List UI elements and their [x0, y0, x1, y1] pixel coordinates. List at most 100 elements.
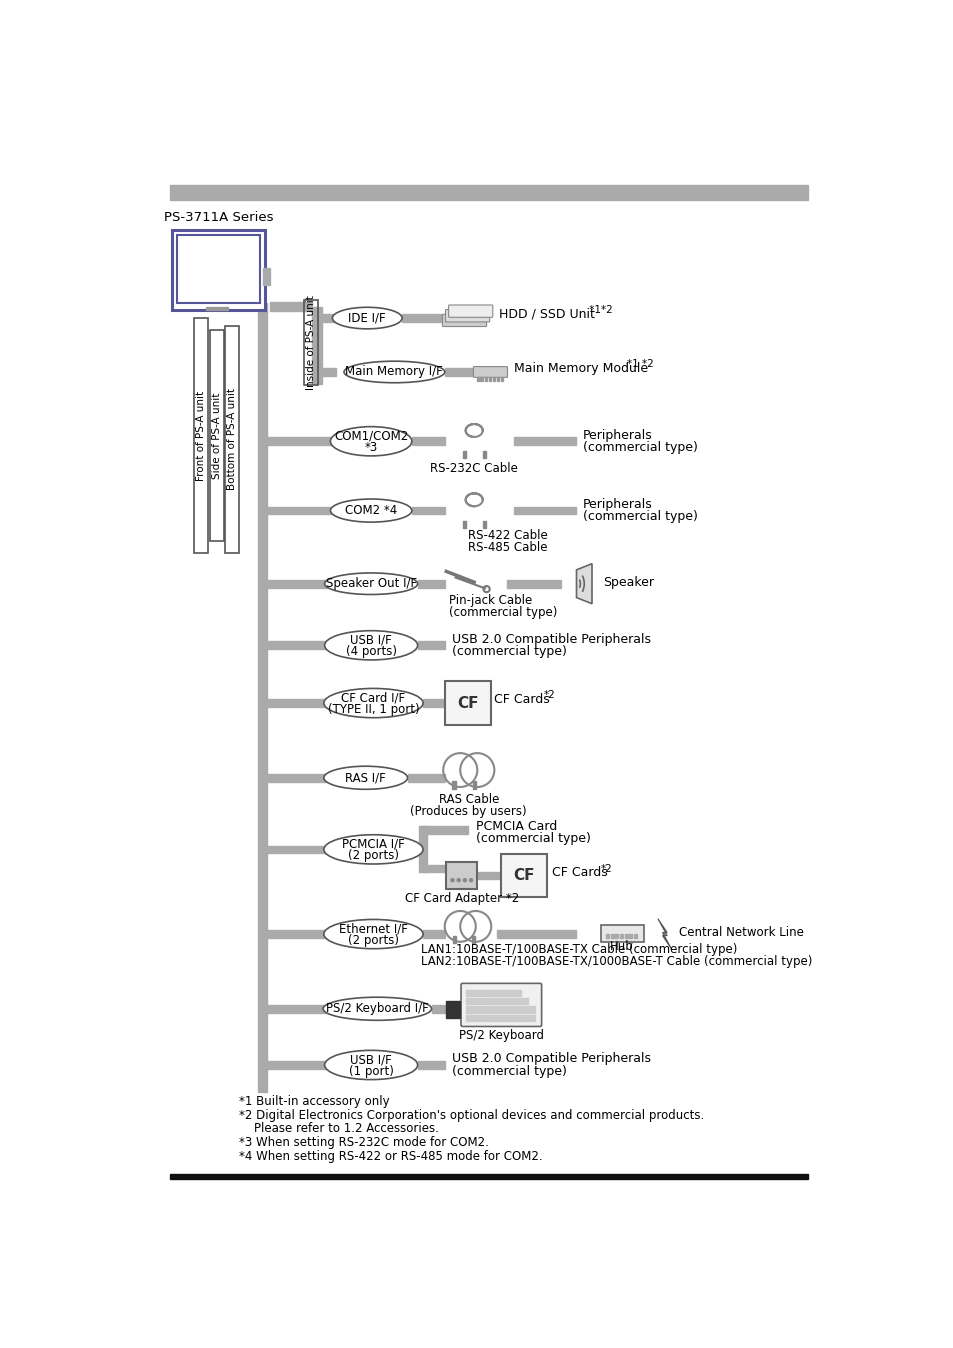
Bar — [472, 936, 475, 942]
Bar — [515, 1015, 520, 1020]
Text: RS-232C Cable: RS-232C Cable — [430, 462, 517, 476]
Bar — [418, 826, 427, 872]
Bar — [267, 774, 327, 782]
Bar — [321, 314, 335, 322]
Bar — [263, 268, 270, 284]
Bar — [267, 845, 327, 853]
Circle shape — [469, 879, 472, 882]
Bar — [452, 780, 456, 789]
Bar — [521, 1015, 527, 1020]
FancyBboxPatch shape — [448, 305, 493, 317]
Bar — [514, 507, 576, 515]
Text: CF: CF — [456, 696, 478, 710]
Text: CF Card I/F: CF Card I/F — [341, 692, 405, 704]
Bar — [610, 934, 613, 938]
Bar — [473, 1007, 478, 1012]
Text: CF Card Adapter *2: CF Card Adapter *2 — [404, 892, 518, 905]
Polygon shape — [658, 919, 671, 949]
Bar — [462, 452, 465, 458]
Text: *1 Built-in accessory only: *1 Built-in accessory only — [239, 1095, 390, 1108]
Text: RAS I/F: RAS I/F — [345, 771, 386, 785]
Text: PCMCIA I/F: PCMCIA I/F — [342, 837, 404, 851]
Text: RS-422 Cable: RS-422 Cable — [468, 528, 547, 542]
Text: PS/2 Keyboard I/F: PS/2 Keyboard I/F — [326, 1003, 428, 1015]
Text: LAN1:10BASE-T/100BASE-TX Cable (commercial type): LAN1:10BASE-T/100BASE-TX Cable (commerci… — [421, 944, 737, 956]
FancyBboxPatch shape — [460, 983, 541, 1026]
Text: (TYPE II, 1 port): (TYPE II, 1 port) — [327, 704, 418, 716]
Bar — [472, 780, 476, 789]
Text: Inside of PS-A unit: Inside of PS-A unit — [305, 295, 315, 390]
Bar — [431, 1004, 444, 1012]
Bar — [267, 930, 327, 938]
Circle shape — [456, 879, 459, 882]
Circle shape — [451, 879, 454, 882]
Text: (1 port): (1 port) — [349, 1065, 394, 1078]
Bar — [473, 989, 478, 996]
Ellipse shape — [324, 573, 417, 594]
Text: (Produces by users): (Produces by users) — [410, 805, 527, 818]
Bar — [506, 580, 560, 588]
FancyBboxPatch shape — [500, 855, 546, 896]
Bar — [466, 989, 472, 996]
Bar — [422, 865, 444, 872]
Bar — [494, 1007, 499, 1012]
FancyBboxPatch shape — [172, 229, 265, 310]
Ellipse shape — [332, 307, 402, 329]
Bar — [170, 1174, 807, 1180]
Ellipse shape — [323, 998, 431, 1020]
Text: COM2 *4: COM2 *4 — [345, 504, 396, 518]
Bar — [494, 989, 499, 996]
Bar — [629, 934, 632, 938]
FancyBboxPatch shape — [444, 681, 491, 725]
Bar — [422, 700, 444, 706]
Bar — [473, 998, 478, 1004]
Bar — [521, 998, 527, 1004]
Bar — [257, 303, 267, 1092]
Bar — [476, 376, 479, 381]
Text: Front of PS-A unit: Front of PS-A unit — [196, 391, 206, 480]
Text: (2 ports): (2 ports) — [348, 849, 398, 863]
Bar — [508, 989, 513, 996]
FancyBboxPatch shape — [442, 314, 486, 326]
Text: (commercial type): (commercial type) — [582, 511, 697, 523]
Text: *2: *2 — [543, 690, 555, 701]
Ellipse shape — [330, 499, 412, 522]
Text: LAN2:10BASE-T/100BASE-TX/1000BASE-T Cable (commercial type): LAN2:10BASE-T/100BASE-TX/1000BASE-T Cabl… — [421, 956, 812, 968]
Text: Peripherals: Peripherals — [582, 497, 652, 511]
Text: *4 When setting RS-422 or RS-485 mode for COM2.: *4 When setting RS-422 or RS-485 mode fo… — [239, 1150, 542, 1163]
FancyBboxPatch shape — [600, 925, 643, 942]
Bar — [466, 1015, 472, 1020]
Bar — [497, 376, 498, 381]
Text: Please refer to 1.2 Accessories.: Please refer to 1.2 Accessories. — [239, 1123, 438, 1135]
Text: USB 2.0 Compatible Peripherals: USB 2.0 Compatible Peripherals — [452, 1053, 651, 1065]
Bar — [633, 934, 637, 938]
Bar — [476, 872, 498, 879]
Ellipse shape — [330, 426, 412, 456]
Text: RS-485 Cable: RS-485 Cable — [468, 541, 547, 554]
Text: Speaker Out I/F: Speaker Out I/F — [325, 577, 416, 590]
Text: PCMCIA Card: PCMCIA Card — [476, 820, 557, 833]
Bar — [500, 1015, 506, 1020]
Text: Bottom of PS-A unit: Bottom of PS-A unit — [227, 388, 237, 491]
Bar — [480, 998, 485, 1004]
Bar — [529, 1015, 534, 1020]
Text: Central Network Line: Central Network Line — [679, 926, 802, 940]
Bar — [500, 989, 506, 996]
Ellipse shape — [324, 631, 417, 661]
Text: Main Memory Module: Main Memory Module — [514, 363, 648, 375]
Text: RAS Cable: RAS Cable — [438, 793, 498, 806]
Ellipse shape — [323, 689, 422, 717]
Bar — [487, 1015, 493, 1020]
Bar — [500, 376, 502, 381]
Bar — [453, 936, 456, 942]
Bar — [466, 998, 472, 1004]
Bar — [206, 306, 228, 310]
Bar — [515, 989, 520, 996]
Bar — [267, 700, 327, 706]
Circle shape — [463, 879, 466, 882]
Bar — [417, 580, 444, 588]
Bar — [619, 934, 622, 938]
Bar — [482, 520, 485, 527]
Bar — [170, 185, 807, 201]
Bar — [412, 437, 444, 445]
